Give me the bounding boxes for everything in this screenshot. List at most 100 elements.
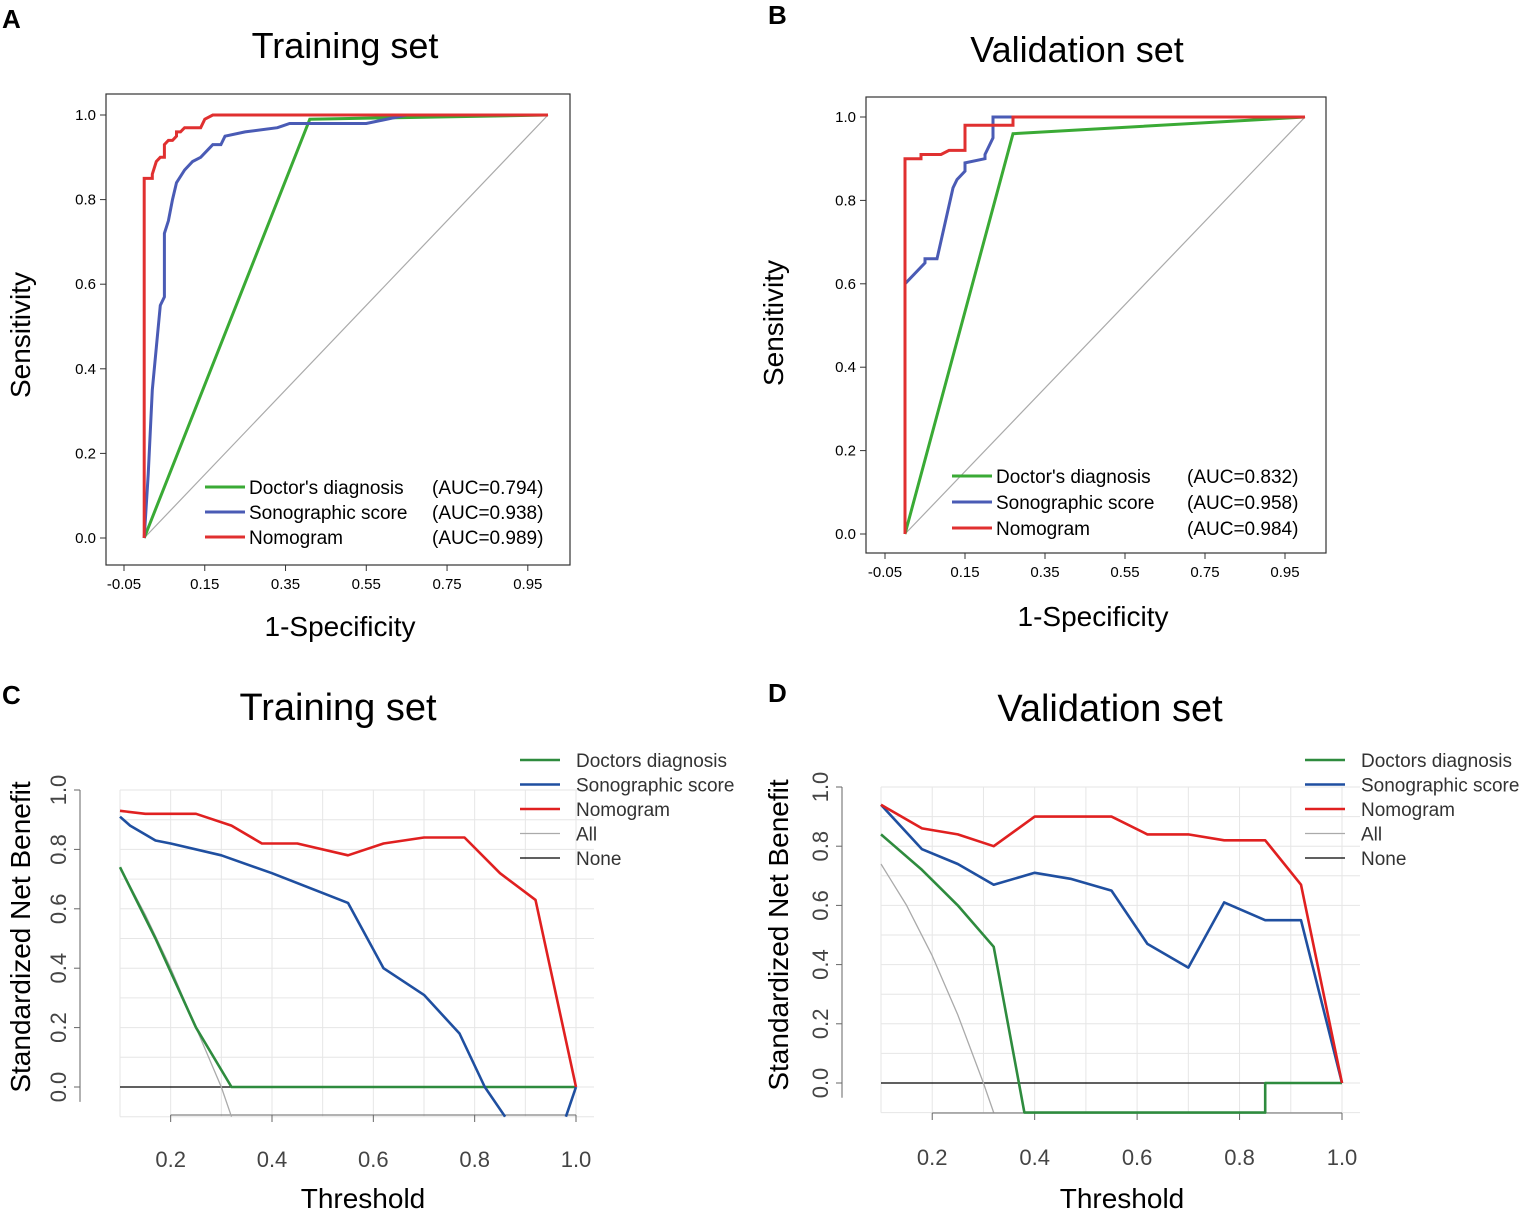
series-line-sonographic-score (903, 115, 1305, 534)
x-tick-label: 0.15 (950, 564, 979, 581)
x-axis-label: Threshold (301, 1183, 426, 1212)
x-tick-label: -0.05 (107, 576, 141, 593)
series-line-all (880, 863, 995, 1113)
y-tick-label: 0.0 (75, 530, 96, 547)
legend-auc: (AUC=0.938) (432, 503, 543, 524)
chart-title: Validation set (997, 688, 1223, 730)
y-axis-label: Sensitivity (758, 260, 789, 386)
y-tick-label: 0.2 (75, 445, 96, 462)
panel-letter: D (768, 678, 787, 708)
x-tick-label: 1.0 (1327, 1145, 1358, 1170)
x-tick-label: 0.4 (1019, 1145, 1050, 1170)
plot-frame (105, 93, 571, 566)
panel-a: A Training set 0.0 0.2 0.4 0.6 0.8 1.0 -0.05 0.15… (2, 4, 571, 642)
y-tick-label: 0.0 (808, 1068, 833, 1099)
legend-label: Doctor's diagnosis (996, 467, 1151, 488)
panel-letter: C (2, 680, 21, 710)
legend-auc: (AUC=0.984) (1187, 519, 1298, 540)
legend-label: Nomogram (1361, 800, 1455, 821)
panel-letter: B (768, 0, 787, 30)
series-line-doctor-s-diagnosis (903, 115, 1306, 535)
legend-label: Nomogram (996, 519, 1090, 540)
x-tick-label: 1.0 (561, 1147, 592, 1172)
y-tick-label: 0.6 (808, 890, 833, 921)
legend-auc: (AUC=0.832) (1187, 467, 1298, 488)
x-tick-label: 0.6 (358, 1147, 389, 1172)
y-tick-label: 0.4 (808, 949, 833, 980)
y-tick-label: 0.4 (46, 953, 71, 984)
legend-label: Doctor's diagnosis (249, 478, 404, 499)
legend-label: Doctors diagnosis (1361, 751, 1512, 772)
series-line-all (119, 866, 233, 1117)
y-tick-label: 0.8 (46, 834, 71, 865)
series-line-nomogram (119, 809, 578, 1088)
x-tick-label: 0.4 (257, 1147, 288, 1172)
chart-title: Validation set (970, 29, 1183, 70)
y-tick-label: 0.0 (46, 1072, 71, 1103)
y-tick-label: 0.2 (808, 1009, 833, 1040)
chart-title: Training set (239, 687, 437, 729)
series-line-nomogram-tail (564, 1086, 578, 1118)
y-tick-label: 0.4 (835, 359, 856, 376)
series-line-nomogram (142, 113, 548, 538)
panel-c: C Training set 0.0 0.2 0.4 0.6 0.8 1.0 0.2 0.4 0.6… (2, 680, 734, 1212)
legend-label: None (1361, 849, 1406, 870)
y-tick-label: 0.4 (75, 361, 96, 378)
y-axis-label: Standardized Net Benefit (763, 779, 794, 1091)
series-line-sonographic-score (119, 815, 507, 1118)
y-tick-label: 0.6 (46, 894, 71, 925)
series-line-sonographic-score (880, 803, 1344, 1084)
series-line-reference (904, 116, 1306, 535)
x-tick-label: 0.35 (271, 576, 300, 593)
y-tick-label: 0.2 (835, 443, 856, 460)
x-tick-label: 0.75 (432, 576, 461, 593)
y-tick-label: 0.0 (835, 526, 856, 543)
y-tick-label: 1.0 (835, 109, 856, 126)
legend-label: All (576, 825, 597, 846)
legend-label: Doctors diagnosis (576, 751, 727, 772)
legend-label: Nomogram (576, 800, 670, 821)
panel-b: B Validation set 0.0 0.2 0.4 0.6 0.8 1.0 -0.05 0.… (758, 0, 1327, 632)
y-tick-label: 1.0 (808, 772, 833, 803)
y-tick-label: 0.8 (808, 831, 833, 862)
legend-auc: (AUC=0.958) (1187, 493, 1298, 514)
legend-label: Sonographic score (996, 493, 1154, 514)
y-tick-label: 0.8 (75, 192, 96, 209)
x-tick-label: 0.8 (459, 1147, 490, 1172)
series-line-nomogram (903, 115, 1305, 534)
legend-label: Nomogram (249, 528, 343, 549)
panel-d: D Validation set 0.0 0.2 0.4 0.6 0.8 1.0 0.2 0.4 0… (763, 678, 1519, 1212)
x-tick-label: 0.75 (1190, 564, 1219, 581)
x-tick-label: 0.95 (513, 576, 542, 593)
series-line-nomogram (880, 803, 1344, 1084)
x-tick-label: 0.55 (1110, 564, 1139, 581)
y-tick-label: 0.6 (75, 276, 96, 293)
x-tick-label: 0.55 (352, 576, 381, 593)
series-line-reference (143, 114, 549, 539)
series-line-sonographic-score (142, 113, 548, 539)
panel-letter: A (2, 4, 21, 34)
y-tick-label: 1.0 (75, 107, 96, 124)
legend-label: All (1361, 825, 1382, 846)
x-tick-label: 0.8 (1224, 1145, 1255, 1170)
x-tick-label: 0.95 (1270, 564, 1299, 581)
x-tick-label: 0.2 (155, 1147, 186, 1172)
legend-auc: (AUC=0.989) (432, 528, 543, 549)
plot-frame (865, 96, 1327, 554)
x-axis-label: 1-Specificity (1018, 601, 1169, 632)
y-tick-label: 0.2 (46, 1012, 71, 1043)
legend-auc: (AUC=0.794) (432, 478, 543, 499)
legend-label: None (576, 849, 621, 870)
x-tick-label: 0.2 (917, 1145, 948, 1170)
y-axis-label: Standardized Net Benefit (5, 781, 36, 1093)
legend-label: Sonographic score (249, 503, 407, 524)
legend-label: Sonographic score (1361, 776, 1519, 797)
y-tick-label: 1.0 (46, 775, 71, 806)
series-line-doctors-diagnosis (880, 833, 1342, 1114)
chart-title: Training set (252, 25, 439, 66)
x-axis-label: 1-Specificity (265, 611, 416, 642)
x-tick-label: 0.35 (1030, 564, 1059, 581)
series-line-doctors-diagnosis (118, 866, 576, 1089)
x-tick-label: 0.6 (1122, 1145, 1153, 1170)
